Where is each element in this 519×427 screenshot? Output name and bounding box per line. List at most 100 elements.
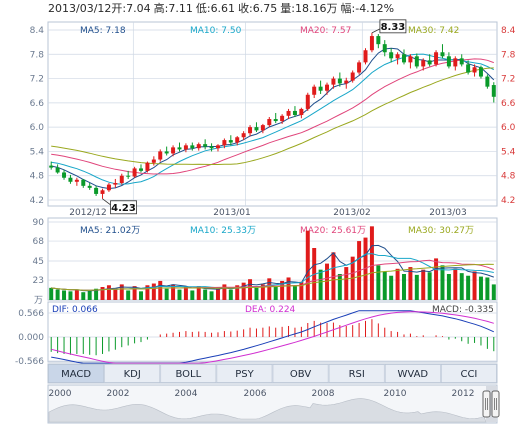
volume-bar xyxy=(280,280,285,300)
volume-bar xyxy=(485,277,490,300)
candle-body xyxy=(171,147,176,154)
tab-obv[interactable]: OBV xyxy=(272,364,329,383)
volume-bar xyxy=(151,283,156,300)
volume-bar xyxy=(440,265,445,300)
candle-body xyxy=(459,58,464,65)
price-legend-item: MA5: 7.18 xyxy=(80,26,126,36)
candle-body xyxy=(132,168,137,177)
candle-body xyxy=(209,146,214,149)
candle xyxy=(376,34,381,49)
tab-boll[interactable]: BOLL xyxy=(160,364,217,383)
timeline-history-area xyxy=(48,398,487,423)
candle-body xyxy=(382,44,387,53)
macd-dea-line xyxy=(51,311,494,364)
date-label: 2013/02 xyxy=(333,208,370,218)
volume-bar xyxy=(241,282,246,300)
timeline-year-label: 2002 xyxy=(107,389,130,399)
candle xyxy=(113,178,118,188)
candle-body xyxy=(177,147,182,150)
candle xyxy=(408,54,413,69)
macd-lines xyxy=(51,310,495,364)
tab-psy[interactable]: PSY xyxy=(216,364,273,383)
price-tick-left: 4.2 xyxy=(30,196,44,206)
price-ma20-line xyxy=(51,58,494,175)
candle-body xyxy=(106,184,111,191)
tab-cci[interactable]: CCI xyxy=(441,364,497,383)
candle-body xyxy=(478,67,483,77)
volume-bar xyxy=(248,279,253,300)
candle-body xyxy=(466,64,471,73)
volume-bar xyxy=(183,287,188,300)
volume-panel[interactable]: MA5: 21.02万 MA10: 25.33万 MA20: 25.61万 MA30:… xyxy=(33,217,498,306)
macd-tick: 0.000 xyxy=(18,333,44,343)
candle-body xyxy=(139,168,143,171)
candle-body xyxy=(113,183,118,185)
candle xyxy=(196,142,201,151)
candle-body xyxy=(350,72,355,81)
candle xyxy=(337,72,342,87)
volume-bar xyxy=(94,288,99,300)
candle-body xyxy=(196,144,201,149)
tab-background xyxy=(328,364,385,383)
volume-tick: 90 xyxy=(33,218,45,228)
candle xyxy=(132,166,137,178)
volume-bar xyxy=(286,277,291,300)
candle-body xyxy=(190,145,195,149)
volume-bar xyxy=(126,290,131,300)
volume-bar xyxy=(132,286,137,300)
volume-ma-lines xyxy=(51,244,494,292)
high-label-box xyxy=(379,19,407,34)
candle-body xyxy=(446,56,451,67)
macd-dif-label: DIF: 0.066 xyxy=(52,305,98,315)
volume-bar xyxy=(369,226,374,300)
tab-rsi[interactable]: RSI xyxy=(328,364,385,383)
price-tick-right: 8.4 xyxy=(501,26,516,36)
candle-body xyxy=(440,52,445,57)
candle-body xyxy=(228,140,233,143)
tab-macd[interactable]: MACD xyxy=(48,364,104,383)
volume-bar xyxy=(74,289,79,300)
date-label: 2013/01 xyxy=(213,208,250,218)
volume-bar xyxy=(434,258,439,300)
candle-body xyxy=(62,172,67,178)
volume-bar xyxy=(382,271,387,300)
volume-bar xyxy=(421,269,426,300)
moving-average-lines xyxy=(51,47,495,190)
candle-body xyxy=(267,119,272,126)
volume-bar xyxy=(414,274,419,300)
candle xyxy=(228,135,233,146)
candle xyxy=(331,76,336,89)
price-tick-left: 6.0 xyxy=(30,123,45,133)
candle xyxy=(459,54,464,67)
timeline-handle-left[interactable] xyxy=(482,390,491,418)
macd-panel[interactable]: DIF: 0.066 DEA: 0.224 MACD: -0.335 0.566… xyxy=(15,301,498,367)
volume-bar xyxy=(344,267,349,300)
tab-wvad[interactable]: WVAD xyxy=(384,364,441,383)
volume-bar xyxy=(164,288,169,300)
tab-label: OBV xyxy=(290,369,311,380)
timeline-navigator[interactable]: 2000 2002 2004 2006 2008 2010 2012 xyxy=(47,384,500,424)
volume-ma5-line xyxy=(51,244,494,292)
tab-kdj[interactable]: KDJ xyxy=(104,364,161,383)
volume-bar xyxy=(49,287,54,300)
candle-body xyxy=(491,85,496,97)
price-legend: MA5: 7.18 MA10: 7.50 MA20: 7.57 MA30: 7.42 xyxy=(80,26,459,36)
low-label-box xyxy=(110,200,137,215)
candle-body xyxy=(248,127,253,134)
candle-body xyxy=(344,80,349,84)
candle-body xyxy=(434,52,439,65)
candle xyxy=(421,58,426,71)
price-panel[interactable]: MA5: 7.18 MA10: 7.50 MA20: 7.57 MA30: 7.42 … xyxy=(30,19,516,215)
candle-body xyxy=(68,177,73,182)
timeline-handle-right[interactable] xyxy=(491,390,500,418)
timeline-year-label: 2010 xyxy=(384,389,407,399)
candle-body xyxy=(453,58,458,67)
macd-axis: 0.566 0.000 -0.566 xyxy=(15,309,44,367)
candle-body xyxy=(119,175,124,183)
candle xyxy=(145,161,150,173)
candle xyxy=(94,185,99,196)
volume-bar xyxy=(113,289,118,300)
indicator-tabbar[interactable]: MACD KDJ BOLL PSY OBV RSI WVAD CCI xyxy=(47,363,498,384)
candle xyxy=(74,177,79,186)
